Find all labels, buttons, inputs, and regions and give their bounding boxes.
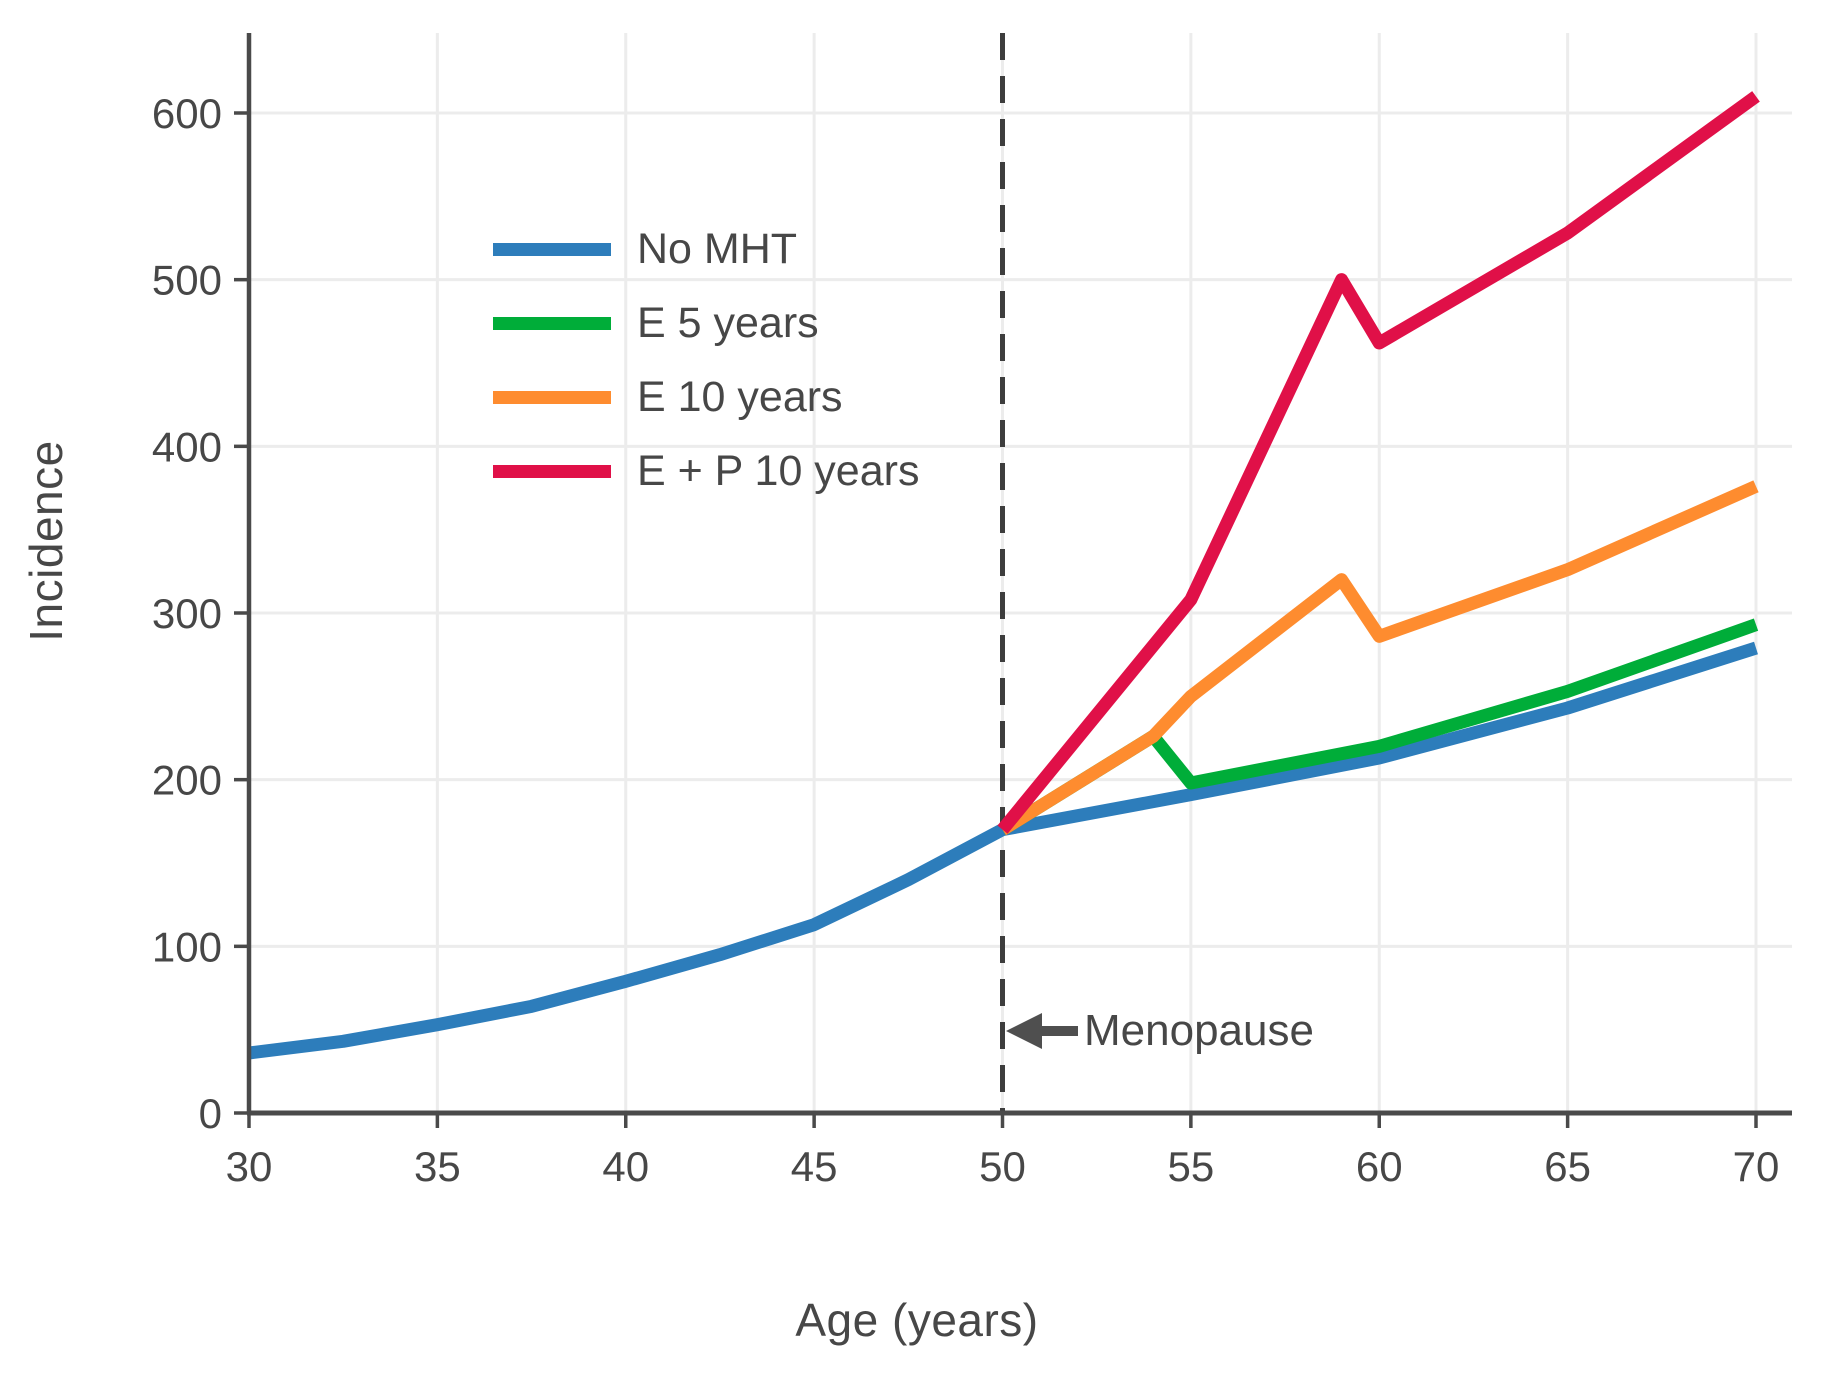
legend-label-e5: E 5 years bbox=[637, 299, 819, 347]
legend-swatch-no-mht bbox=[493, 242, 611, 256]
x-axis-title: Age (years) bbox=[795, 1294, 1039, 1346]
x-tick-label: 65 bbox=[1544, 1143, 1591, 1190]
legend-label-e10: E 10 years bbox=[637, 373, 843, 421]
legend: No MHT E 5 years E 10 years E + P 10 yea… bbox=[493, 212, 919, 508]
menopause-label: Menopause bbox=[1084, 1006, 1314, 1055]
legend-item-no-mht: No MHT bbox=[493, 212, 919, 286]
series-line-0 bbox=[248, 641, 1758, 1060]
y-tick-label: 300 bbox=[152, 590, 222, 637]
legend-swatch-e5 bbox=[493, 316, 611, 330]
y-axis-title: Incidence bbox=[20, 440, 72, 642]
y-tick-label: 400 bbox=[152, 423, 222, 470]
y-tick-label: 0 bbox=[199, 1090, 222, 1137]
x-tick-label: 60 bbox=[1356, 1143, 1403, 1190]
y-tick-label: 100 bbox=[152, 923, 222, 970]
series-line-2 bbox=[999, 480, 1759, 836]
series-line-3 bbox=[997, 91, 1760, 834]
x-tick-label: 50 bbox=[979, 1143, 1026, 1190]
y-tick-label: 200 bbox=[152, 757, 222, 804]
legend-item-e10: E 10 years bbox=[493, 360, 919, 434]
x-tick-label: 70 bbox=[1733, 1143, 1780, 1190]
x-tick-label: 35 bbox=[414, 1143, 461, 1190]
x-tick-label: 40 bbox=[602, 1143, 649, 1190]
x-tick-label: 30 bbox=[226, 1143, 273, 1190]
y-tick-label: 500 bbox=[152, 257, 222, 304]
legend-swatch-e10 bbox=[493, 390, 611, 404]
legend-item-e5: E 5 years bbox=[493, 286, 919, 360]
x-tick-label: 45 bbox=[791, 1143, 838, 1190]
menopause-annotation: Menopause bbox=[1006, 1006, 1314, 1056]
legend-label-ep10: E + P 10 years bbox=[637, 447, 920, 495]
left-arrow-icon bbox=[1006, 1013, 1078, 1049]
legend-label-no-mht: No MHT bbox=[637, 225, 798, 273]
y-tick-label: 600 bbox=[152, 90, 222, 137]
legend-swatch-ep10 bbox=[493, 464, 611, 478]
x-tick-label: 55 bbox=[1168, 1143, 1215, 1190]
legend-item-ep10: E + P 10 years bbox=[493, 434, 919, 508]
